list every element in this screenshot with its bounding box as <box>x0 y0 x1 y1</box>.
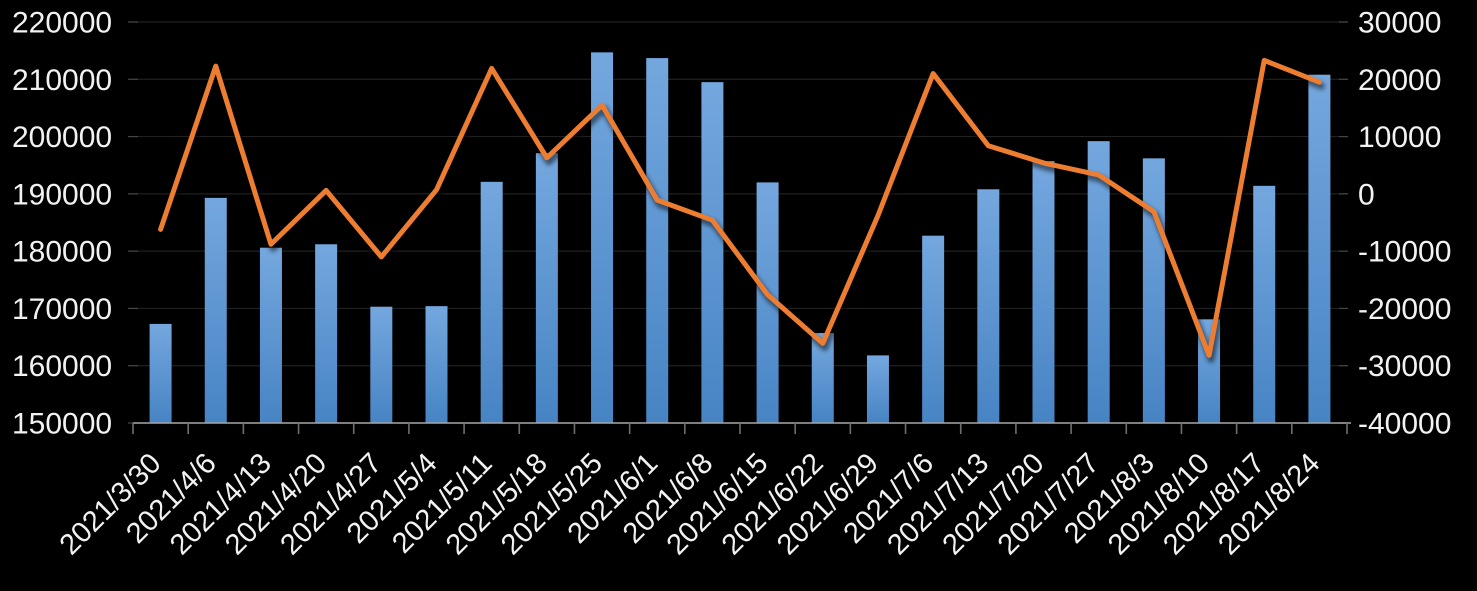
bar-2021/4/13 <box>259 247 282 423</box>
bar-2021/3/30 <box>149 323 172 423</box>
bar-2021/5/25 <box>591 52 614 424</box>
bar-2021/4/27 <box>370 306 393 423</box>
bar-2021/5/4 <box>425 306 448 423</box>
right-axis-label: -10000 <box>1358 236 1451 269</box>
bar-2021/7/20 <box>1032 161 1055 423</box>
bar-2021/4/20 <box>315 244 338 423</box>
right-axis-label: 10000 <box>1358 121 1441 154</box>
bar-2021/6/1 <box>646 58 669 424</box>
left-axis-label: 220000 <box>12 7 112 40</box>
left-axis-label: 210000 <box>12 64 112 97</box>
bar-2021/8/17 <box>1253 185 1276 423</box>
bar-2021/6/8 <box>701 82 724 424</box>
left-axis-label: 200000 <box>12 121 112 154</box>
left-axis-label: 180000 <box>12 236 112 269</box>
bar-2021/7/27 <box>1087 141 1110 423</box>
left-axis-label: 150000 <box>12 408 112 441</box>
bar-2021/5/18 <box>535 153 558 424</box>
left-axis-label: 170000 <box>12 293 112 326</box>
trend-line <box>158 57 1322 358</box>
right-axis-label: 30000 <box>1358 7 1441 40</box>
bar-2021/8/24 <box>1308 74 1331 424</box>
right-axis-label: 20000 <box>1358 64 1441 97</box>
right-axis-label: -40000 <box>1358 408 1451 441</box>
right-axis-label: -30000 <box>1358 350 1451 383</box>
right-axis-label: 0 <box>1358 178 1375 211</box>
left-axis-label: 190000 <box>12 178 112 211</box>
bar-2021/6/15 <box>756 182 779 423</box>
bar-2021/4/6 <box>204 197 227 423</box>
bar-2021/8/3 <box>1142 158 1165 423</box>
bar-2021/7/6 <box>922 235 945 423</box>
bar-2021/7/13 <box>977 189 1000 423</box>
bar-2021/5/11 <box>480 181 503 423</box>
right-axis-label: -20000 <box>1358 293 1451 326</box>
left-axis-label: 160000 <box>12 350 112 383</box>
bar-2021/6/22 <box>811 333 834 423</box>
bar-2021/6/29 <box>866 355 889 423</box>
